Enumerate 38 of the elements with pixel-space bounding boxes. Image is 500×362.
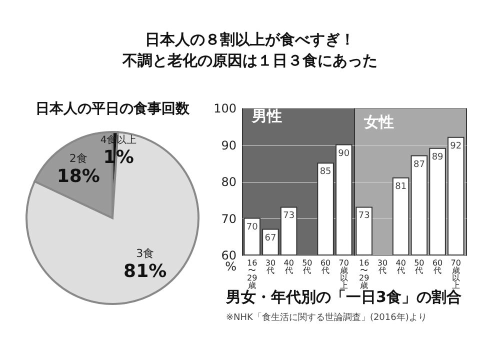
y-tick-label: 100	[214, 102, 236, 116]
data-label: 70	[246, 222, 258, 232]
x-tick-label: 70歳以上	[338, 258, 349, 290]
slice-label: 3食	[136, 246, 154, 260]
data-label: 87	[413, 160, 425, 170]
data-label: 89	[432, 152, 444, 162]
x-tick-label: 60代	[432, 258, 443, 275]
x-tick-label: 16〜29歳	[247, 258, 258, 290]
data-label: 18%	[56, 166, 100, 188]
data-label: 81%	[124, 260, 167, 282]
x-tick-label: 50代	[302, 258, 312, 275]
x-tick-label: 50代	[414, 258, 424, 275]
slice-label: 2食	[69, 152, 88, 166]
text: 男女・年代別の「一日3食」の割合	[225, 288, 462, 306]
data-label: 73	[358, 211, 370, 222]
data-label: 90	[338, 148, 350, 159]
data-label: 67	[264, 233, 276, 244]
x-tick-label: 70歳以上	[450, 258, 461, 290]
data-label: 73	[283, 211, 295, 222]
x-tick-label: 60代	[320, 258, 331, 275]
y-tick-label: 80	[221, 175, 236, 189]
x-tick-label: 16〜29歳	[359, 258, 370, 290]
y-tick-label: 60 %	[221, 248, 236, 274]
chart-title: 日本人の平日の食事回数	[36, 101, 190, 117]
data-label: 92	[450, 141, 462, 152]
y-tick-label: 90	[221, 138, 236, 152]
y-tick-label: 70	[221, 212, 236, 226]
chart-title: 男性	[251, 107, 282, 125]
chart-title: 女性	[363, 113, 394, 131]
x-tick-label: 40代	[284, 258, 294, 275]
data-label: 85	[320, 167, 332, 178]
text: ※NHK「食生活に関する世論調査」(2016年)より	[226, 312, 427, 323]
data-label: 81	[395, 182, 407, 192]
x-tick-label: 40代	[396, 258, 406, 275]
x-tick-label: 30代	[265, 258, 276, 275]
x-tick-label: 30代	[377, 258, 388, 275]
text: 日本人の８割以上が食べすぎ！	[145, 30, 355, 48]
text: 不調と老化の原因は１日３食にあった	[122, 52, 378, 70]
